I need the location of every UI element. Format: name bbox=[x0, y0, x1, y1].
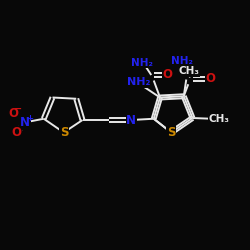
Text: N: N bbox=[126, 114, 136, 126]
Text: S: S bbox=[167, 126, 175, 139]
Text: O: O bbox=[11, 126, 21, 140]
Text: +: + bbox=[26, 114, 33, 122]
Text: O: O bbox=[9, 107, 19, 120]
Text: −: − bbox=[14, 104, 22, 114]
Text: N: N bbox=[20, 116, 30, 129]
Text: CH₃: CH₃ bbox=[178, 66, 199, 76]
Text: S: S bbox=[60, 126, 68, 140]
Text: O: O bbox=[162, 68, 172, 82]
Text: NH₂: NH₂ bbox=[127, 77, 150, 87]
Text: NH₂: NH₂ bbox=[172, 56, 194, 66]
Text: CH₃: CH₃ bbox=[208, 114, 229, 124]
Text: NH₂: NH₂ bbox=[132, 58, 154, 68]
Text: O: O bbox=[206, 72, 216, 85]
